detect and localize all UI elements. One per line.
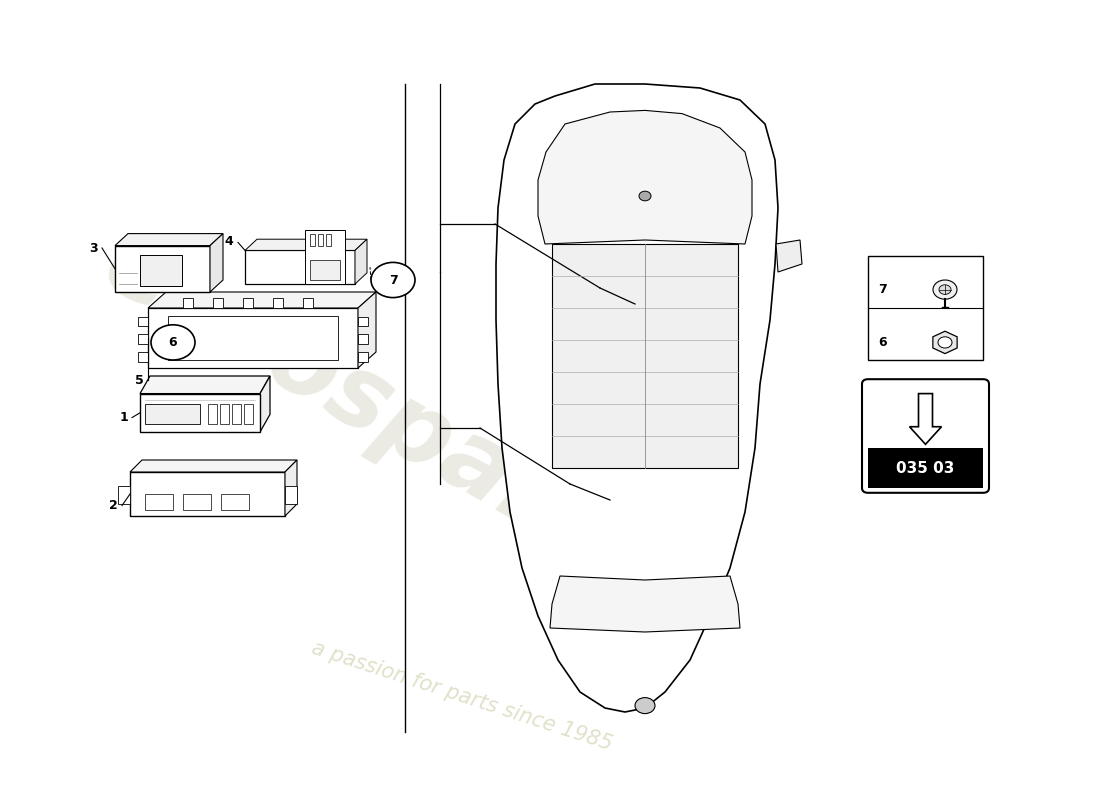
Polygon shape (285, 460, 297, 516)
Polygon shape (550, 576, 740, 632)
Polygon shape (140, 376, 270, 394)
Polygon shape (933, 331, 957, 354)
Bar (168, 316, 338, 360)
Polygon shape (910, 394, 942, 444)
Polygon shape (245, 239, 367, 250)
Bar (244, 404, 253, 424)
Bar (302, 298, 313, 308)
Text: 6: 6 (878, 336, 887, 349)
Bar (220, 404, 229, 424)
Bar (326, 234, 331, 246)
Bar (243, 298, 253, 308)
Text: eurospares: eurospares (87, 216, 683, 616)
FancyBboxPatch shape (862, 379, 989, 493)
Text: 3: 3 (89, 242, 98, 254)
Bar (358, 317, 368, 326)
Text: a passion for parts since 1985: a passion for parts since 1985 (309, 638, 615, 754)
Text: 035 03: 035 03 (896, 461, 955, 476)
Bar (148, 308, 358, 368)
Bar (138, 317, 148, 326)
Polygon shape (130, 460, 297, 472)
Polygon shape (116, 234, 223, 246)
Bar (140, 255, 182, 286)
Bar (868, 256, 983, 360)
Bar (208, 404, 217, 424)
Bar (310, 260, 340, 280)
Bar (145, 404, 200, 424)
Circle shape (939, 285, 952, 294)
Text: 7: 7 (878, 283, 887, 296)
Text: 6: 6 (168, 336, 177, 349)
Bar (318, 234, 323, 246)
Circle shape (635, 698, 654, 714)
Bar (221, 494, 249, 510)
Polygon shape (552, 244, 738, 468)
Bar (358, 334, 368, 344)
Circle shape (933, 280, 957, 299)
Text: 7: 7 (388, 274, 397, 286)
Text: 1: 1 (119, 411, 128, 424)
Bar (868, 449, 983, 488)
Text: 4: 4 (224, 235, 233, 248)
Bar (138, 334, 148, 344)
Polygon shape (358, 292, 376, 368)
Bar (116, 246, 210, 292)
Bar (183, 298, 192, 308)
Bar (213, 298, 223, 308)
Bar (305, 230, 345, 284)
Bar (232, 404, 241, 424)
Polygon shape (148, 292, 376, 308)
Polygon shape (260, 376, 270, 432)
Circle shape (151, 325, 195, 360)
Bar (245, 250, 355, 284)
Bar (285, 486, 297, 504)
Bar (138, 352, 148, 362)
Polygon shape (355, 239, 367, 284)
Bar (183, 494, 211, 510)
Polygon shape (776, 240, 802, 272)
Polygon shape (210, 234, 223, 292)
Text: 2: 2 (109, 499, 118, 512)
Circle shape (639, 191, 651, 201)
Polygon shape (140, 394, 260, 432)
Circle shape (371, 262, 415, 298)
Bar (118, 486, 130, 504)
Polygon shape (496, 84, 778, 712)
Bar (273, 298, 283, 308)
Bar (130, 472, 285, 516)
Circle shape (938, 337, 952, 348)
Bar (310, 234, 315, 246)
Polygon shape (538, 110, 752, 244)
Text: 5: 5 (135, 374, 144, 386)
Bar (358, 352, 368, 362)
Bar (145, 494, 173, 510)
